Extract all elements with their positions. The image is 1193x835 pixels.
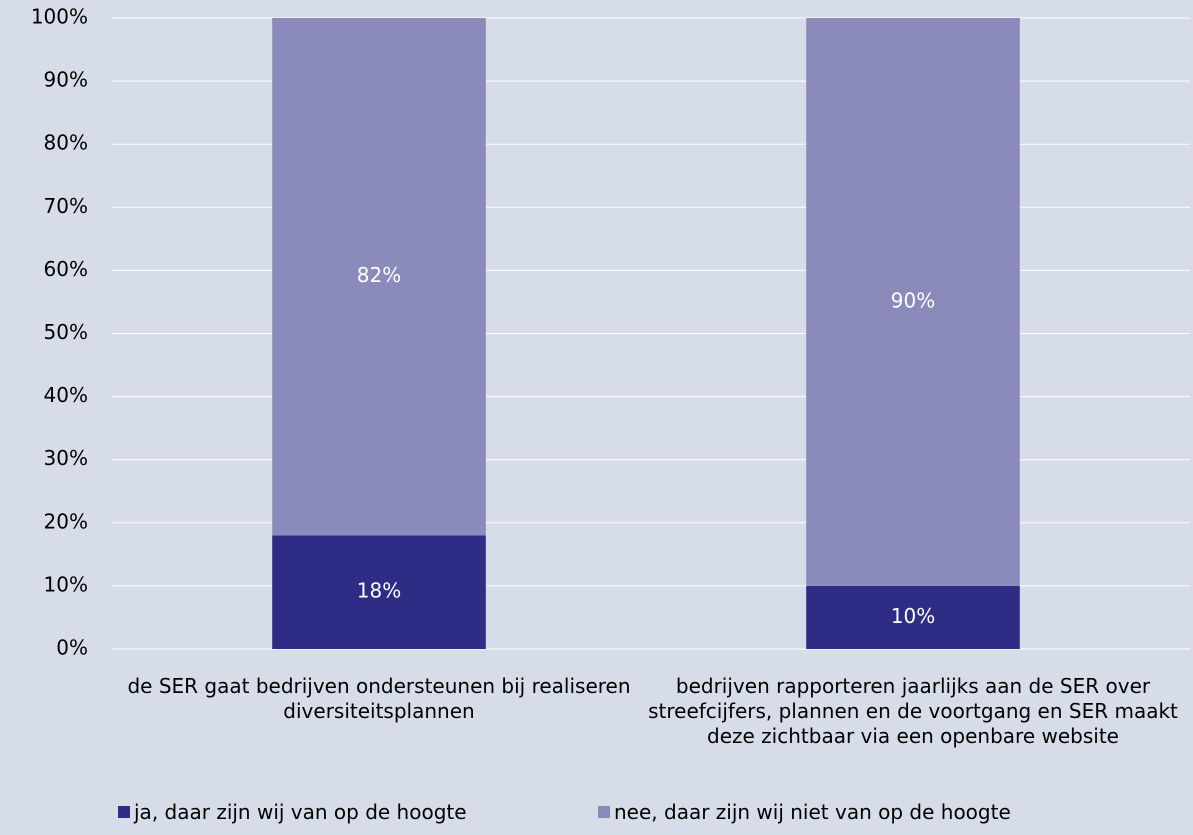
data-label: 90% [891, 288, 935, 312]
x-tick-label: bedrijven rapporteren jaarlijks aan de S… [648, 674, 1178, 748]
legend-label: ja, daar zijn wij van op de hoogte [134, 800, 467, 824]
y-tick-label: 80% [44, 131, 88, 155]
x-tick-label: de SER gaat bedrijven ondersteunen bij r… [127, 674, 631, 723]
data-label: 18% [357, 579, 401, 603]
bar-segment [272, 18, 486, 536]
legend-swatch [598, 806, 610, 818]
y-tick-label: 20% [44, 509, 88, 533]
legend-label: nee, daar zijn wij niet van op de hoogte [614, 800, 1011, 824]
y-tick-label: 10% [44, 572, 88, 596]
bar-segment [272, 535, 486, 649]
y-tick-label: 60% [44, 257, 88, 281]
legend-swatch [118, 806, 130, 818]
bar-segment [806, 585, 1020, 649]
data-label: 10% [891, 604, 935, 628]
y-tick-label: 50% [44, 320, 88, 344]
y-tick-label: 40% [44, 383, 88, 407]
y-tick-label: 100% [31, 5, 88, 29]
bar-segment [806, 18, 1020, 586]
y-tick-label: 70% [44, 194, 88, 218]
legend-item: nee, daar zijn wij niet van op de hoogte [598, 800, 1011, 824]
data-label: 82% [357, 263, 401, 287]
y-tick-label: 30% [44, 446, 88, 470]
y-tick-label: 0% [56, 636, 88, 660]
y-tick-label: 90% [44, 68, 88, 92]
legend-item: ja, daar zijn wij van op de hoogte [118, 800, 467, 824]
